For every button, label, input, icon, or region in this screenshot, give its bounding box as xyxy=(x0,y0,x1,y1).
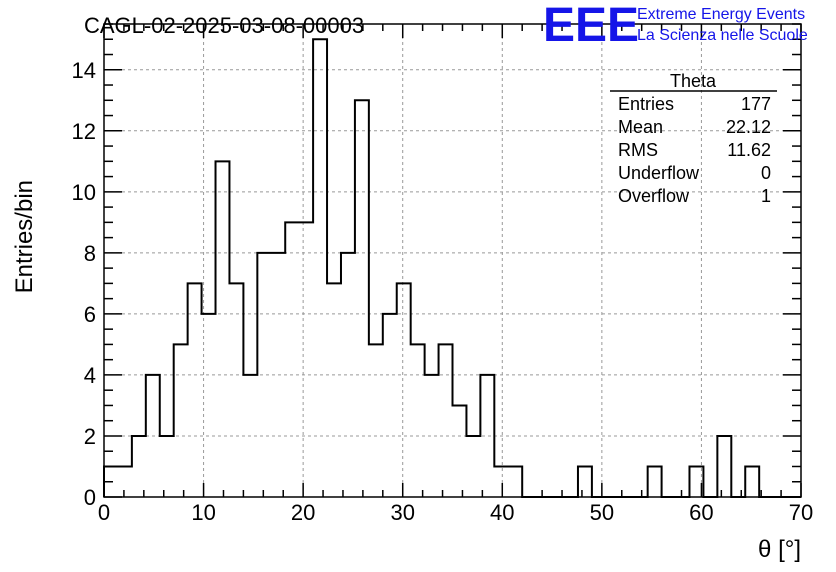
stats-rows: Entries 177 Mean 22.12 RMS 11.62 Underflow 0 Ove… xyxy=(618,94,771,206)
x-tick-label: 0 xyxy=(98,500,110,525)
grid xyxy=(104,24,801,497)
x-axis-label: θ [°] xyxy=(758,536,801,563)
y-tick-label: 12 xyxy=(72,119,96,144)
x-tick-label: 10 xyxy=(191,500,215,525)
y-tick-label: 2 xyxy=(84,424,96,449)
plot-frame xyxy=(103,23,802,498)
x-tick-label: 50 xyxy=(590,500,614,525)
stats-box-title: Theta xyxy=(670,71,717,91)
x-tick-label: 70 xyxy=(789,500,813,525)
y-axis-label: Entries/bin xyxy=(11,180,38,293)
brand-line-2: La Scienza nelle Scuole xyxy=(637,27,808,44)
y-tick-label: 10 xyxy=(72,180,96,205)
stats-label: Overflow xyxy=(618,186,690,206)
x-tick-label: 60 xyxy=(689,500,713,525)
y-tick-label: 0 xyxy=(84,485,96,510)
eee-branding: EEE Extreme Energy Events La Scienza nel… xyxy=(543,0,808,52)
stats-value: 1 xyxy=(761,186,771,206)
y-tick-label: 14 xyxy=(72,58,96,83)
stats-value: 22.12 xyxy=(726,117,771,137)
histogram-line xyxy=(103,38,801,498)
stats-label: RMS xyxy=(618,140,658,160)
stats-value: 177 xyxy=(741,94,771,114)
eee-logo: EEE xyxy=(543,0,639,52)
stats-label: Entries xyxy=(618,94,674,114)
y-tick-label: 6 xyxy=(84,302,96,327)
stats-box: Theta Entries 177 Mean 22.12 RMS 11.62 Underfl… xyxy=(610,71,777,206)
axis-ticks xyxy=(103,23,802,498)
x-tick-label: 40 xyxy=(490,500,514,525)
stats-label: Underflow xyxy=(618,163,700,183)
stats-value: 0 xyxy=(761,163,771,183)
stats-label: Mean xyxy=(618,117,663,137)
stats-value: 11.62 xyxy=(727,140,771,160)
x-tick-label: 20 xyxy=(291,500,315,525)
brand-line-1: Extreme Energy Events xyxy=(637,6,805,23)
y-tick-label: 8 xyxy=(84,241,96,266)
y-tick-label: 4 xyxy=(84,363,96,388)
chart-title: CAGL-02-2025-03-08-00003 xyxy=(84,13,364,38)
x-tick-label: 30 xyxy=(390,500,414,525)
